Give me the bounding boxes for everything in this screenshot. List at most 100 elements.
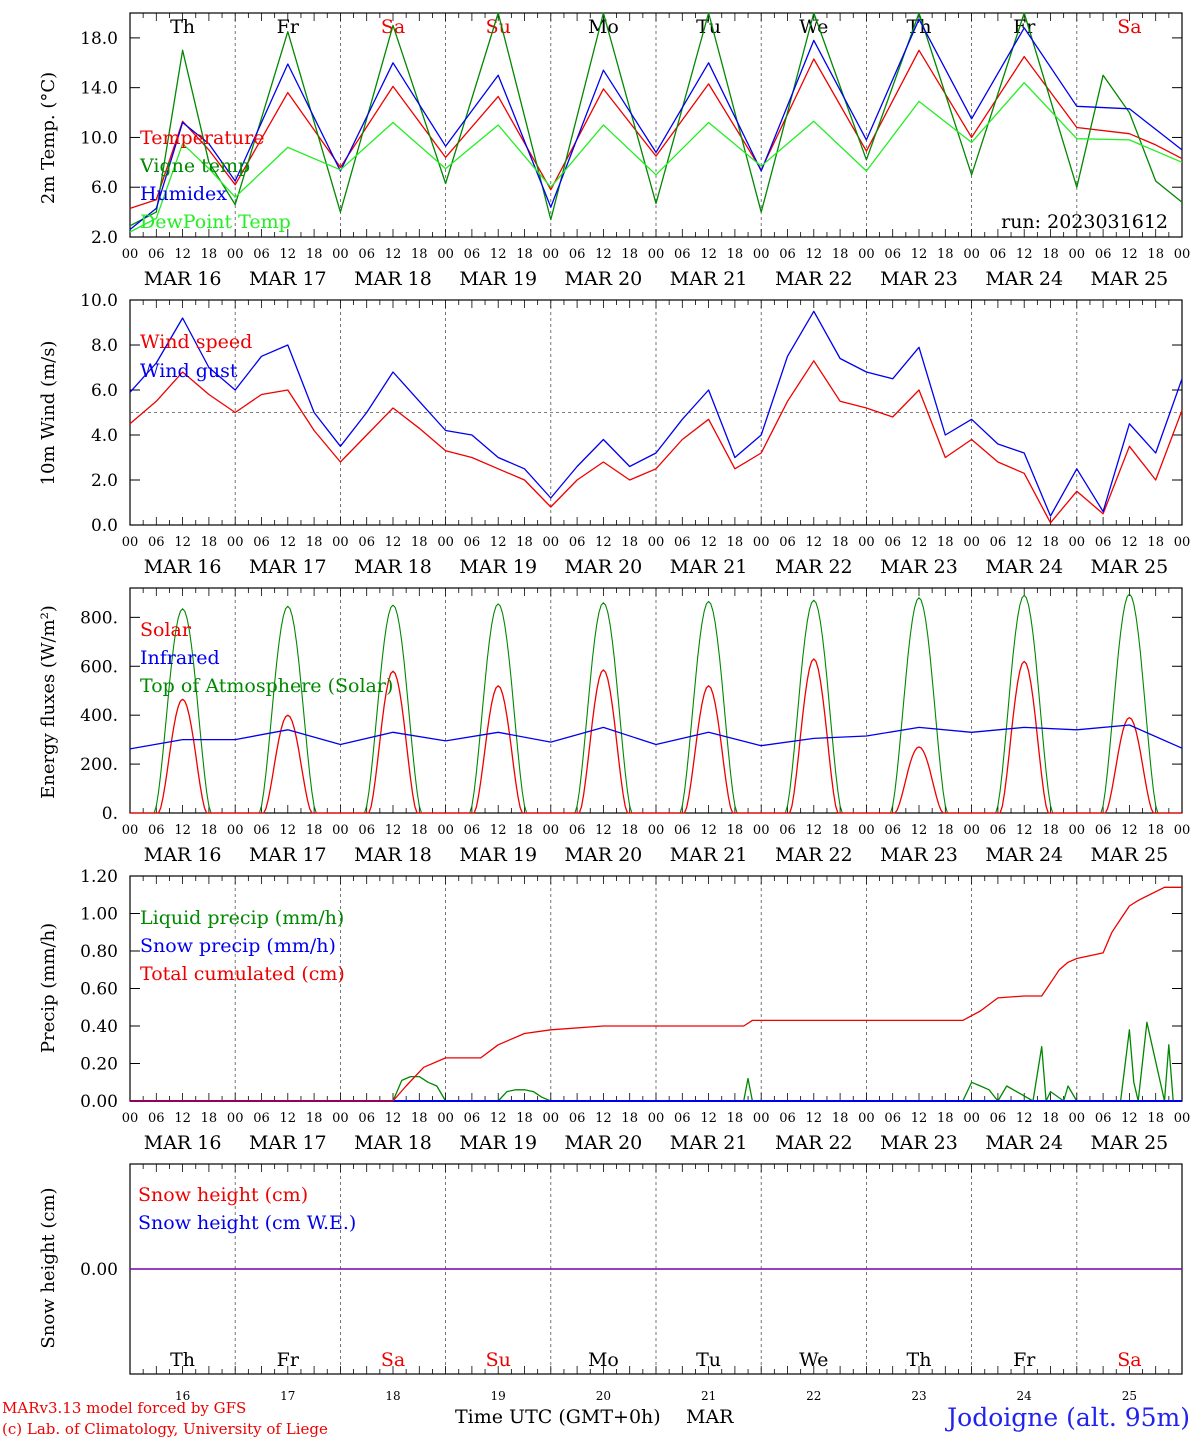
x-date-label: MAR 16: [144, 1132, 222, 1154]
x-hour-label: 06: [884, 1111, 901, 1126]
date-number: 22: [806, 1389, 821, 1403]
date-number: 21: [701, 1389, 716, 1403]
x-hour-label: 06: [674, 1111, 691, 1126]
x-date-label: MAR 25: [1091, 268, 1169, 290]
legend-vigne-temp: Vigne temp: [139, 155, 250, 177]
x-hour-label: 18: [832, 535, 849, 550]
x-hour-label: 00: [1174, 1111, 1191, 1126]
x-hour-label: 12: [806, 247, 823, 262]
x-hour-label: 12: [280, 535, 297, 550]
day-name-top: Th: [170, 16, 195, 38]
legend-infrared: Infrared: [140, 647, 220, 669]
x-date-label: MAR 19: [459, 268, 537, 290]
legend-temperature: Temperature: [140, 127, 264, 149]
x-hour-label: 06: [253, 535, 270, 550]
x-hour-label: 18: [306, 247, 323, 262]
x-hour-label: 00: [963, 823, 980, 838]
x-hour-label: 18: [727, 1111, 744, 1126]
x-hour-label: 18: [832, 823, 849, 838]
x-hour-label: 18: [937, 247, 954, 262]
y-tick-label: 200.: [80, 755, 118, 775]
x-hour-label: 06: [148, 823, 165, 838]
x-hour-label: 18: [727, 535, 744, 550]
x-hour-label: 00: [227, 247, 244, 262]
x-date-label: MAR 25: [1091, 1132, 1169, 1154]
x-hour-label: 18: [832, 247, 849, 262]
x-hour-label: 00: [648, 535, 665, 550]
temp-ylabel: 2m Temp. (°C): [38, 72, 59, 204]
x-hour-label: 18: [306, 535, 323, 550]
x-hour-label: 00: [227, 823, 244, 838]
x-hour-label: 12: [385, 535, 402, 550]
station-label: Jodoigne (alt. 95m): [944, 1403, 1190, 1432]
x-date-label: MAR 19: [459, 844, 537, 866]
x-hour-label: 00: [122, 1111, 139, 1126]
x-date-label: MAR 21: [670, 556, 748, 578]
x-hour-label: 00: [332, 823, 349, 838]
x-hour-label: 12: [911, 247, 928, 262]
day-name-top: Tu: [696, 16, 721, 38]
y-tick-label: 0.80: [80, 942, 118, 962]
day-name-bottom: Mo: [588, 1349, 619, 1371]
y-tick-label: 8.0: [91, 336, 118, 356]
x-hour-label: 18: [937, 1111, 954, 1126]
x-hour-label: 18: [621, 247, 638, 262]
x-hour-label: 12: [1121, 535, 1138, 550]
x-hour-label: 00: [753, 535, 770, 550]
x-hour-label: 06: [569, 823, 586, 838]
x-hour-label: 00: [1069, 1111, 1086, 1126]
x-date-label: MAR 24: [985, 556, 1063, 578]
x-hour-label: 12: [174, 247, 191, 262]
x-hour-label: 06: [464, 823, 481, 838]
x-hour-label: 00: [648, 247, 665, 262]
x-hour-label: 00: [543, 535, 560, 550]
x-hour-label: 12: [806, 823, 823, 838]
x-date-label: MAR 25: [1091, 844, 1169, 866]
x-hour-label: 06: [253, 1111, 270, 1126]
x-hour-label: 06: [1095, 535, 1112, 550]
date-number: 23: [911, 1389, 926, 1403]
x-hour-label: 00: [437, 823, 454, 838]
x-hour-label: 06: [884, 535, 901, 550]
x-date-label: MAR 17: [249, 268, 327, 290]
day-name-bottom: Sa: [381, 1349, 405, 1371]
x-hour-label: 06: [569, 247, 586, 262]
day-name-bottom: Su: [486, 1349, 511, 1371]
y-tick-label: 0.60: [80, 980, 118, 1000]
x-hour-label: 06: [148, 1111, 165, 1126]
legend-toa-solar: Top of Atmosphere (Solar): [140, 675, 393, 697]
x-hour-label: 06: [569, 1111, 586, 1126]
x-hour-label: 06: [358, 823, 375, 838]
x-hour-label: 12: [280, 823, 297, 838]
x-hour-label: 18: [1042, 535, 1059, 550]
y-tick-label: 10.0: [80, 128, 118, 148]
x-hour-label: 18: [621, 535, 638, 550]
y-tick-label: 0.00: [80, 1260, 118, 1280]
credit-line-2: (c) Lab. of Climatology, University of L…: [2, 1420, 328, 1438]
x-hour-label: 00: [227, 535, 244, 550]
x-hour-label: 06: [464, 247, 481, 262]
x-date-label: MAR 16: [144, 556, 222, 578]
x-date-label: MAR 20: [565, 268, 643, 290]
x-hour-label: 06: [990, 1111, 1007, 1126]
snow-ylabel: Snow height (cm): [38, 1187, 59, 1348]
solar-line: [130, 658, 1182, 814]
x-hour-label: 18: [411, 1111, 428, 1126]
x-hour-label: 12: [1121, 247, 1138, 262]
x-hour-label: 06: [779, 1111, 796, 1126]
x-hour-label: 00: [963, 247, 980, 262]
y-tick-label: 6.0: [91, 381, 118, 401]
y-tick-label: 18.0: [80, 29, 118, 49]
x-date-label: MAR 21: [670, 1132, 748, 1154]
x-hour-label: 06: [464, 535, 481, 550]
legend-wind-speed: Wind speed: [140, 331, 252, 353]
x-hour-label: 00: [437, 247, 454, 262]
x-hour-label: 18: [411, 247, 428, 262]
x-date-label: MAR 18: [354, 268, 432, 290]
date-number: 18: [385, 1389, 400, 1403]
x-date-label: MAR 18: [354, 556, 432, 578]
legend-humidex: Humidex: [140, 183, 227, 205]
date-number: 20: [596, 1389, 611, 1403]
x-hour-label: 00: [753, 247, 770, 262]
y-tick-label: 1.00: [80, 905, 118, 925]
